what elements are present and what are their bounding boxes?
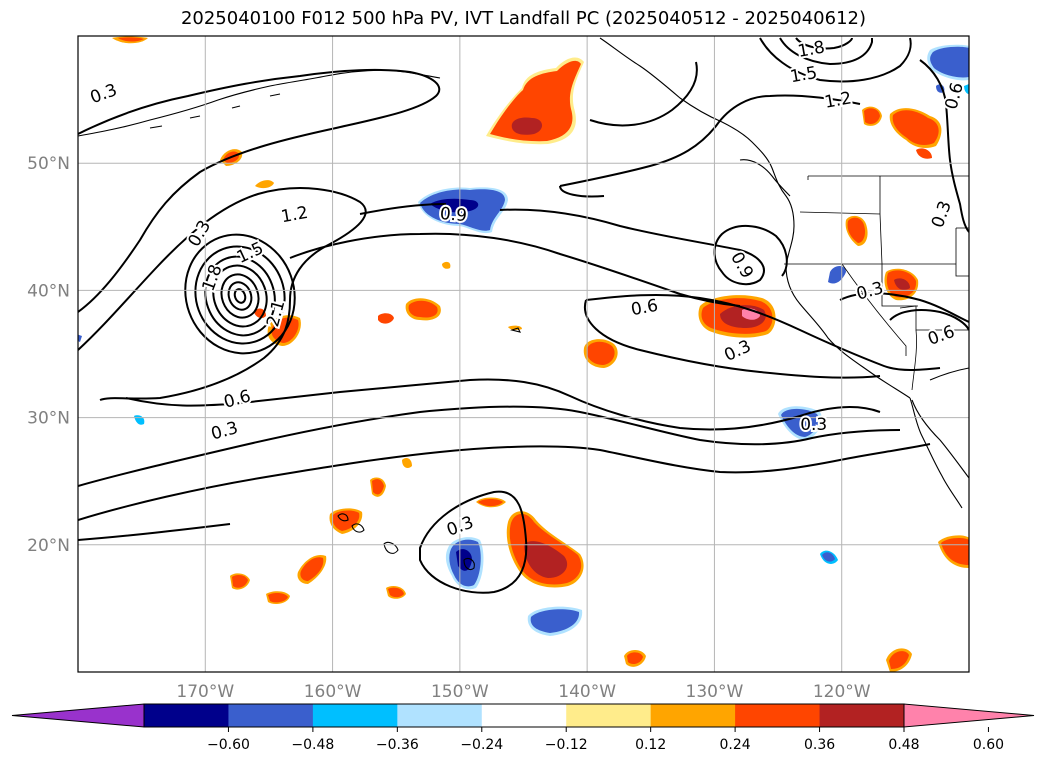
colorbar-segment — [819, 704, 905, 727]
colorbar-tick-label: 0.36 — [804, 737, 835, 753]
colorbar-segment — [481, 704, 567, 727]
colorbar-segment — [144, 704, 229, 727]
contour-label-text: 1.8 — [796, 38, 826, 62]
colorbar-segment — [397, 704, 483, 727]
colorbar-tick-label: −0.48 — [291, 737, 334, 753]
lon-tick-label: 120°W — [813, 682, 871, 702]
colorbar-tick-label: −0.24 — [460, 737, 503, 753]
lon-tick-label: 150°W — [431, 682, 489, 702]
pv-contours — [78, 37, 969, 594]
colorbar-tick-label: 0.48 — [888, 737, 919, 753]
colorbar-tick-label: −0.36 — [376, 737, 419, 753]
latitude-labels: 20°N 30°N 40°N 50°N — [27, 154, 70, 556]
gridlines — [78, 36, 969, 672]
colorbar-frame — [143, 703, 905, 728]
lon-tick-label: 140°W — [558, 682, 616, 702]
lat-tick-label: 30°N — [27, 409, 70, 429]
contour-label: 0.6 — [628, 294, 662, 322]
colorbar-segment — [735, 704, 821, 727]
political-borders — [784, 175, 969, 391]
colorbar: −0.60 −0.48 −0.36 −0.24 −0.12 0.12 0.24 0.36 0.4… — [11, 703, 1035, 753]
lat-tick-label: 40°N — [27, 281, 70, 301]
colorbar-tick-label: −0.60 — [207, 737, 250, 753]
lat-tick-label: 50°N — [27, 154, 70, 174]
colorbar-segment — [650, 704, 736, 727]
colorbar-tick-label: 0.24 — [720, 737, 751, 753]
colorbar-extend-high — [903, 703, 1035, 728]
contour-label: 0.9 — [437, 202, 470, 228]
colorbar-tick-label: 0.12 — [635, 737, 666, 753]
map-frame — [77, 35, 970, 673]
colorbar-tick-label: 0.60 — [973, 737, 1004, 753]
contour-label-text: 0.3 — [800, 415, 827, 435]
colorbar-tick-label: −0.12 — [545, 737, 588, 753]
contour-label-text: 0.6 — [630, 296, 660, 320]
lon-tick-label: 160°W — [304, 682, 362, 702]
contour-label-text: 0.9 — [439, 204, 468, 226]
colorbar-segment — [566, 704, 652, 727]
contour-label: 1.8 — [794, 36, 828, 64]
shaded-anomalies — [78, 36, 969, 672]
lat-tick-label: 20°N — [27, 536, 70, 556]
map-title: 2025040100 F012 500 hPa PV, IVT Landfall… — [180, 8, 867, 29]
lon-tick-label: 170°W — [176, 682, 234, 702]
colorbar-segment — [228, 704, 314, 727]
colorbar-segment — [312, 704, 398, 727]
contour-label: 0.3 — [798, 413, 829, 437]
longitude-labels: 170°W 160°W 150°W 140°W 130°W 120°W — [176, 682, 870, 702]
colorbar-extend-low — [11, 703, 145, 728]
lon-tick-label: 130°W — [686, 682, 744, 702]
